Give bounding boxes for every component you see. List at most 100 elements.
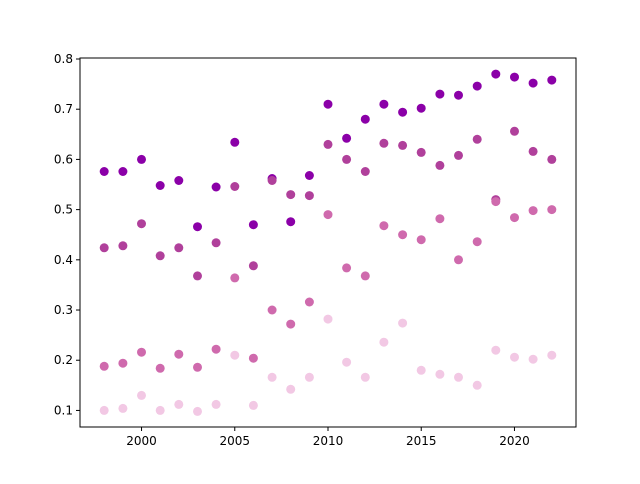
data-point-series-4-1999 xyxy=(118,403,128,413)
x-tick-label-2010: 2010 xyxy=(313,434,344,448)
data-point-series-3-2021 xyxy=(528,206,538,216)
data-point-series-3-2003 xyxy=(193,362,202,372)
data-point-series-4-2008 xyxy=(286,384,296,394)
data-point-series-1-2008 xyxy=(286,217,296,227)
data-point-series-2-2001 xyxy=(155,251,165,261)
data-point-series-4-1998 xyxy=(99,405,109,415)
data-point-series-2-2021 xyxy=(528,146,538,156)
data-point-series-2-2003 xyxy=(193,271,202,281)
data-point-series-1-2011 xyxy=(342,133,352,143)
data-point-series-3-2020 xyxy=(510,213,519,223)
data-point-series-1-1998 xyxy=(99,167,109,176)
data-point-series-1-2016 xyxy=(435,89,445,99)
data-point-series-3-2007 xyxy=(267,305,277,315)
data-point-series-1-2001 xyxy=(155,181,165,190)
x-axis-ticks: 2000 2005 2010 2015 2020 xyxy=(126,427,530,448)
data-point-series-3-2006 xyxy=(248,353,258,363)
data-point-series-3-2015 xyxy=(416,235,426,245)
data-point-series-3-2012 xyxy=(360,271,370,281)
data-point-series-1-2005 xyxy=(230,137,240,147)
data-point-series-2-2016 xyxy=(435,160,445,170)
data-point-series-1-2004 xyxy=(211,182,221,192)
data-point-series-2-2022 xyxy=(547,154,557,164)
data-point-series-4-2014 xyxy=(398,318,408,328)
data-point-series-3-2022 xyxy=(547,205,557,215)
data-point-series-4-2010 xyxy=(323,314,333,324)
data-point-series-2-2011 xyxy=(342,154,352,164)
data-point-series-3-2004 xyxy=(211,344,221,354)
data-point-series-3-2000 xyxy=(137,347,146,357)
data-point-series-1-2009 xyxy=(304,171,314,180)
data-point-series-2-2007 xyxy=(267,176,277,185)
data-point-series-1-2019 xyxy=(491,69,501,79)
data-point-series-4-2018 xyxy=(472,380,482,390)
data-point-series-4-2006 xyxy=(248,400,258,410)
data-point-series-3-2008 xyxy=(286,319,296,329)
y-tick-label-0.1: 0.1 xyxy=(54,403,73,417)
y-tick-label-0.8: 0.8 xyxy=(54,52,73,66)
data-point-series-3-2017 xyxy=(454,255,463,265)
data-point-series-1-2006 xyxy=(248,220,258,230)
data-point-series-4-2012 xyxy=(360,372,370,382)
data-point-series-3-2005 xyxy=(230,273,240,283)
x-tick-label-2000: 2000 xyxy=(126,434,157,448)
data-point-series-4-2004 xyxy=(211,399,221,409)
data-point-series-2-2004 xyxy=(211,238,221,248)
data-point-series-4-2020 xyxy=(510,352,519,362)
y-tick-label-0.2: 0.2 xyxy=(54,353,73,367)
data-point-series-1-2018 xyxy=(472,81,482,91)
data-point-series-1-2002 xyxy=(174,176,184,185)
data-point-series-4-2003 xyxy=(193,406,202,416)
y-tick-label-0.6: 0.6 xyxy=(54,152,73,166)
data-point-series-2-2015 xyxy=(416,147,426,157)
data-point-series-4-2016 xyxy=(435,369,445,379)
data-point-series-4-2001 xyxy=(155,405,165,415)
data-points xyxy=(99,69,557,416)
data-point-series-4-2013 xyxy=(379,337,389,347)
data-point-series-3-2001 xyxy=(155,363,165,373)
data-point-series-1-2003 xyxy=(193,222,202,232)
data-point-series-1-2013 xyxy=(379,99,389,109)
data-point-series-2-2018 xyxy=(472,134,482,144)
y-tick-label-0.3: 0.3 xyxy=(54,303,73,317)
data-point-series-3-2014 xyxy=(398,230,408,240)
data-point-series-2-2006 xyxy=(248,261,258,271)
data-point-series-1-2010 xyxy=(323,99,333,109)
x-tick-label-2020: 2020 xyxy=(499,434,530,448)
data-point-series-1-2000 xyxy=(137,154,146,164)
y-axis-ticks: 0.1 0.2 0.3 0.4 0.5 0.6 0.7 0.8 xyxy=(54,52,80,417)
data-point-series-2-2008 xyxy=(286,190,296,200)
data-point-series-2-2014 xyxy=(398,140,408,150)
plot-frame xyxy=(79,57,577,428)
data-point-series-2-2017 xyxy=(454,150,463,160)
data-point-series-4-2011 xyxy=(342,357,352,367)
y-tick-label-0.7: 0.7 xyxy=(54,102,73,116)
data-point-series-3-2002 xyxy=(174,349,184,359)
data-point-series-2-2000 xyxy=(137,219,146,229)
data-point-series-1-2022 xyxy=(547,75,557,85)
data-point-series-1-2012 xyxy=(360,114,370,124)
y-tick-label-0.4: 0.4 xyxy=(54,253,73,267)
data-point-series-1-2014 xyxy=(398,107,408,117)
data-point-series-1-1999 xyxy=(118,167,128,176)
data-point-series-4-2000 xyxy=(137,390,146,400)
data-point-series-2-2012 xyxy=(360,167,370,176)
data-point-series-4-2022 xyxy=(547,350,557,360)
data-point-series-4-2005 xyxy=(230,350,240,360)
data-point-series-1-2017 xyxy=(454,90,463,100)
data-point-series-2-1999 xyxy=(118,241,128,251)
data-point-series-2-2013 xyxy=(379,138,389,148)
plot-area xyxy=(80,58,576,427)
x-tick-label-2015: 2015 xyxy=(406,434,437,448)
data-point-series-3-1999 xyxy=(118,358,128,368)
data-point-series-3-1998 xyxy=(99,361,109,371)
data-point-series-2-2005 xyxy=(230,182,240,191)
data-point-series-3-2016 xyxy=(435,214,445,224)
data-point-series-2-2010 xyxy=(323,139,333,149)
data-point-series-2-2009 xyxy=(304,191,314,201)
data-point-series-3-2019 xyxy=(491,197,501,207)
data-point-series-4-2007 xyxy=(267,372,277,382)
data-point-series-1-2015 xyxy=(416,103,426,113)
